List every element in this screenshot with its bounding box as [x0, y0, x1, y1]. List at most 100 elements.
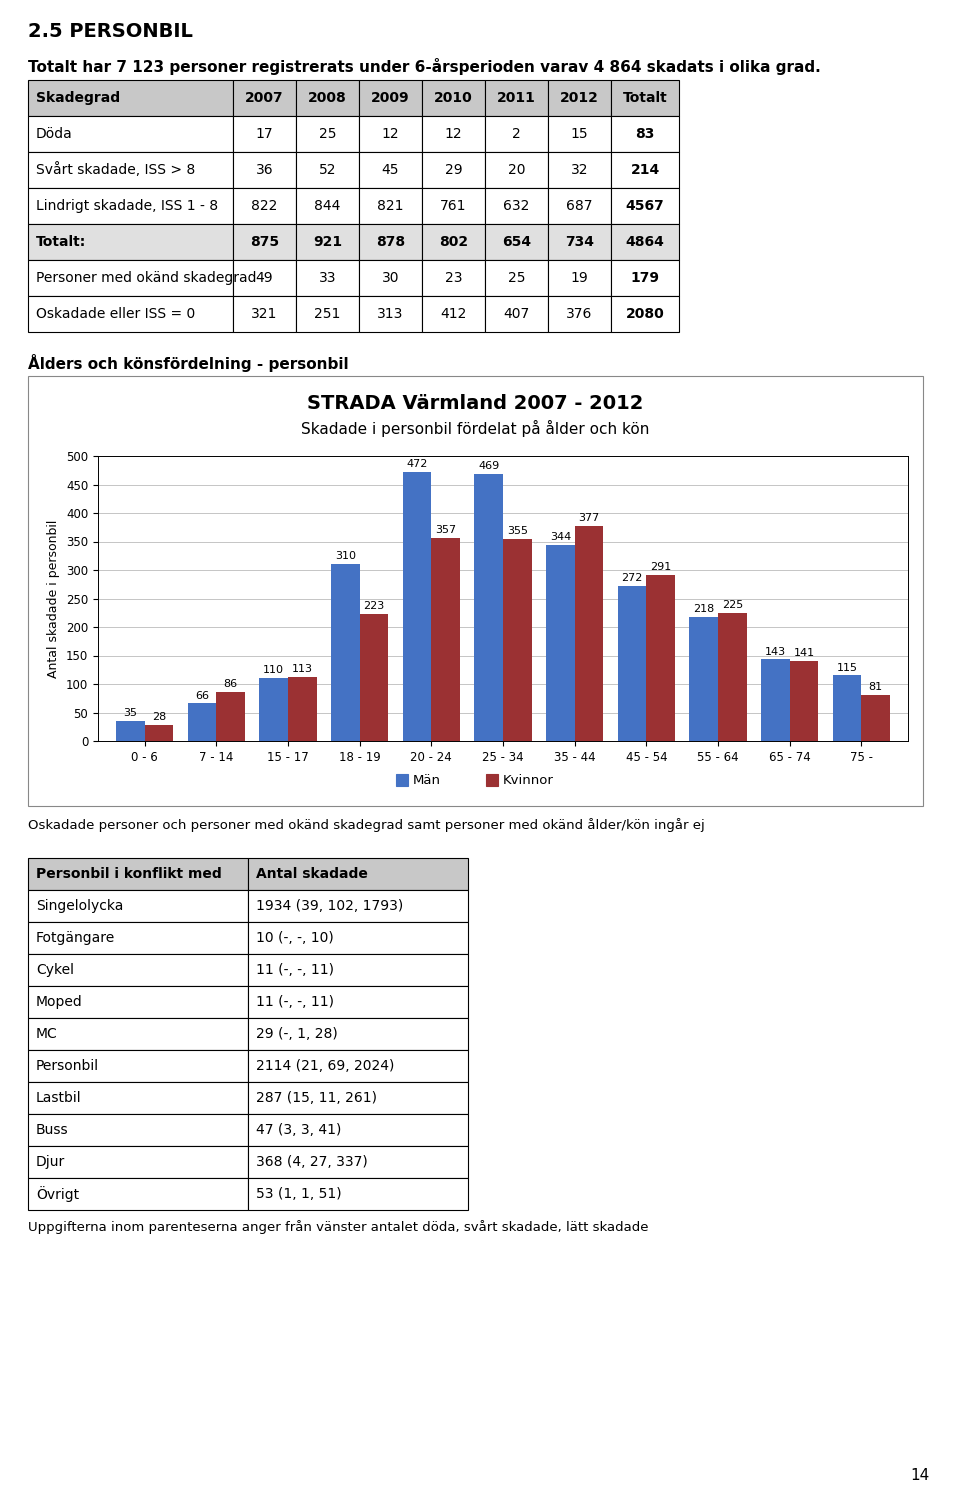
- Text: Personbil i konflikt med: Personbil i konflikt med: [36, 868, 222, 881]
- Text: 47 (3, 3, 41): 47 (3, 3, 41): [256, 1123, 342, 1137]
- Text: 376: 376: [566, 307, 592, 322]
- Bar: [28, 1115, 248, 1146]
- Bar: [431, 537, 460, 741]
- Text: 632: 632: [503, 199, 530, 212]
- Text: 2008: 2008: [308, 91, 347, 105]
- Bar: [485, 153, 548, 188]
- Text: 368 (4, 27, 337): 368 (4, 27, 337): [256, 1155, 368, 1168]
- Text: 2009: 2009: [372, 91, 410, 105]
- Bar: [28, 224, 233, 260]
- Text: 734: 734: [565, 235, 594, 248]
- Text: 29 (-, 1, 28): 29 (-, 1, 28): [256, 1026, 338, 1041]
- Bar: [611, 188, 679, 224]
- Text: 2011: 2011: [497, 91, 536, 105]
- Text: 469: 469: [478, 461, 499, 471]
- Text: 81: 81: [869, 682, 883, 693]
- Text: 822: 822: [252, 199, 277, 212]
- Bar: [248, 1177, 468, 1210]
- Bar: [548, 224, 611, 260]
- Text: 52: 52: [319, 163, 336, 177]
- Bar: [28, 375, 923, 806]
- Text: 251: 251: [314, 307, 341, 322]
- Bar: [259, 678, 288, 741]
- Bar: [296, 224, 359, 260]
- Bar: [689, 616, 718, 741]
- Bar: [548, 260, 611, 296]
- Text: 214: 214: [631, 163, 660, 177]
- Text: 15: 15: [570, 127, 588, 141]
- Bar: [233, 153, 296, 188]
- Text: 66: 66: [195, 691, 209, 700]
- Text: Lindrigt skadade, ISS 1 - 8: Lindrigt skadade, ISS 1 - 8: [36, 199, 218, 212]
- Bar: [548, 296, 611, 332]
- Bar: [617, 586, 646, 741]
- Bar: [248, 986, 468, 1017]
- Bar: [422, 296, 485, 332]
- Text: 878: 878: [376, 235, 405, 248]
- Text: 11 (-, -, 11): 11 (-, -, 11): [256, 963, 334, 977]
- Bar: [296, 153, 359, 188]
- Text: Ålders och könsfördelning - personbil: Ålders och könsfördelning - personbil: [28, 355, 348, 373]
- Bar: [145, 726, 173, 741]
- Bar: [28, 188, 233, 224]
- Bar: [28, 1146, 248, 1177]
- Text: 25: 25: [508, 271, 525, 286]
- Text: 28: 28: [152, 712, 166, 723]
- Text: 45: 45: [382, 163, 399, 177]
- Text: Skadade i personbil fördelat på ålder och kön: Skadade i personbil fördelat på ålder oc…: [301, 420, 650, 437]
- Bar: [28, 260, 233, 296]
- Text: 844: 844: [314, 199, 341, 212]
- Text: 291: 291: [650, 562, 671, 573]
- Text: 2007: 2007: [245, 91, 284, 105]
- Bar: [248, 1146, 468, 1177]
- Text: 802: 802: [439, 235, 468, 248]
- Text: 35: 35: [123, 708, 137, 718]
- Text: 377: 377: [578, 513, 600, 524]
- Text: 357: 357: [435, 525, 456, 534]
- Bar: [296, 79, 359, 117]
- Bar: [233, 117, 296, 153]
- Bar: [548, 117, 611, 153]
- Bar: [422, 153, 485, 188]
- Text: Djur: Djur: [36, 1155, 65, 1168]
- Text: 36: 36: [255, 163, 274, 177]
- Bar: [248, 1082, 468, 1115]
- Text: Personbil: Personbil: [36, 1059, 99, 1073]
- Bar: [485, 260, 548, 296]
- Text: 11 (-, -, 11): 11 (-, -, 11): [256, 995, 334, 1008]
- Bar: [331, 564, 360, 741]
- Text: MC: MC: [36, 1026, 58, 1041]
- Text: 761: 761: [441, 199, 467, 212]
- Bar: [28, 986, 248, 1017]
- Text: 83: 83: [636, 127, 655, 141]
- Bar: [296, 117, 359, 153]
- Bar: [575, 527, 603, 741]
- Text: 23: 23: [444, 271, 463, 286]
- Bar: [233, 296, 296, 332]
- Bar: [359, 296, 422, 332]
- Text: 12: 12: [382, 127, 399, 141]
- Bar: [28, 1017, 248, 1050]
- Text: 654: 654: [502, 235, 531, 248]
- Text: Oskadade personer och personer med okänd skadegrad samt personer med okänd ålder: Oskadade personer och personer med okänd…: [28, 818, 705, 832]
- Text: 33: 33: [319, 271, 336, 286]
- Text: 19: 19: [570, 271, 588, 286]
- Text: 2114 (21, 69, 2024): 2114 (21, 69, 2024): [256, 1059, 395, 1073]
- Text: 12: 12: [444, 127, 463, 141]
- Text: Lastbil: Lastbil: [36, 1091, 82, 1106]
- Bar: [503, 539, 532, 741]
- Text: 412: 412: [441, 307, 467, 322]
- Text: 25: 25: [319, 127, 336, 141]
- Bar: [548, 188, 611, 224]
- Text: Fotgängare: Fotgängare: [36, 931, 115, 945]
- Text: 14: 14: [910, 1468, 929, 1483]
- Bar: [28, 1082, 248, 1115]
- Text: 2.5 PERSONBIL: 2.5 PERSONBIL: [28, 22, 193, 40]
- Bar: [422, 224, 485, 260]
- Bar: [28, 1177, 248, 1210]
- Text: 272: 272: [621, 573, 642, 583]
- Bar: [611, 224, 679, 260]
- Bar: [296, 260, 359, 296]
- Text: 2: 2: [512, 127, 521, 141]
- Bar: [288, 676, 317, 741]
